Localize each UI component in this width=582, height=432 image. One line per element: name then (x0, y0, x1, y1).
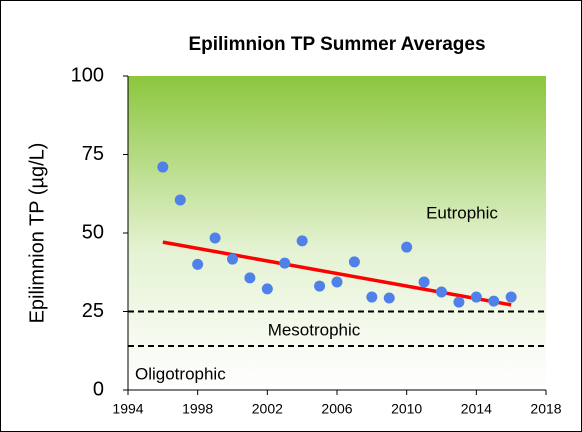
y-tick-label: 0 (93, 378, 104, 400)
y-tick-label: 25 (82, 300, 104, 322)
data-point (296, 235, 308, 247)
x-tick-label: 2006 (321, 401, 352, 417)
data-point (227, 253, 238, 265)
x-tick-label: 2010 (391, 401, 422, 417)
data-point (418, 276, 430, 288)
data-point (209, 232, 221, 244)
plot-area (128, 76, 546, 390)
data-point (192, 258, 204, 270)
trendline (162, 240, 512, 307)
data-point (331, 276, 343, 288)
data-point (366, 291, 378, 303)
data-point (244, 272, 256, 284)
x-tick-label: 2014 (461, 401, 492, 417)
data-point (261, 283, 273, 295)
x-tick-label: 2018 (530, 401, 561, 417)
x-tick-label: 1998 (182, 401, 213, 417)
data-point (174, 194, 186, 206)
y-tick-label: 75 (82, 143, 104, 165)
data-point (401, 241, 413, 253)
data-point (279, 257, 291, 269)
data-point (488, 295, 500, 307)
data-point (436, 286, 447, 298)
y-tick-label: 100 (71, 64, 104, 86)
data-point (505, 291, 517, 303)
data-point (453, 296, 465, 308)
data-point (314, 280, 326, 292)
zone-label: Eutrophic (426, 203, 498, 222)
zone-label: Mesotrophic (268, 320, 361, 339)
chart-title: Epilimnion TP Summer Averages (188, 34, 485, 55)
y-tick-label: 50 (82, 221, 104, 243)
x-tick-label: 1994 (112, 401, 143, 417)
y-axis-label: Epilimnion TP (µg/L) (26, 143, 48, 324)
data-point (348, 256, 360, 268)
zone-label: Oligotrophic (135, 364, 226, 383)
x-tick-label: 2002 (252, 401, 283, 417)
data-point (157, 161, 169, 173)
data-point (470, 291, 482, 303)
data-point (383, 292, 395, 304)
